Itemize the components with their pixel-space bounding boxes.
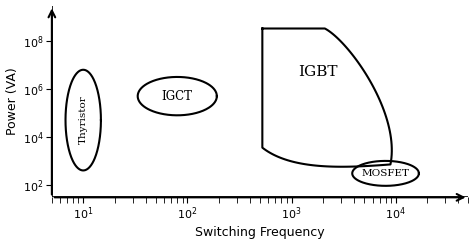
X-axis label: Switching Frequency: Switching Frequency: [195, 226, 325, 239]
Text: Thyristor: Thyristor: [79, 96, 88, 145]
Y-axis label: Power (VA): Power (VA): [6, 68, 18, 135]
Text: IGBT: IGBT: [298, 65, 338, 79]
Text: IGCT: IGCT: [162, 90, 193, 103]
Text: MOSFET: MOSFET: [362, 169, 410, 178]
